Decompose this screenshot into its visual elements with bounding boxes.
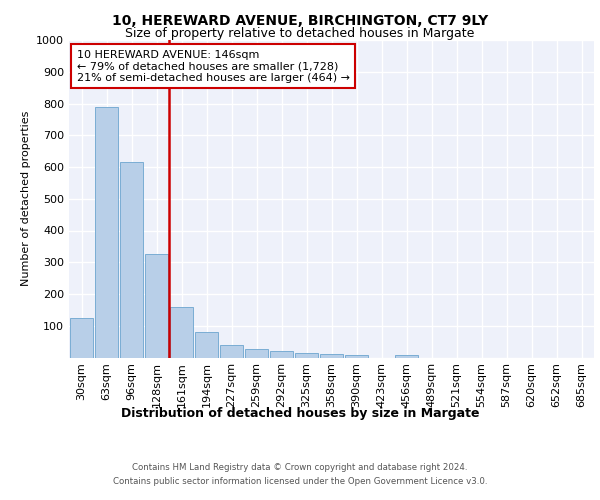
Text: Contains public sector information licensed under the Open Government Licence v3: Contains public sector information licen… <box>113 477 487 486</box>
Bar <box>245 348 268 358</box>
Bar <box>119 162 143 358</box>
Bar <box>70 318 94 358</box>
Text: Size of property relative to detached houses in Margate: Size of property relative to detached ho… <box>125 28 475 40</box>
Bar <box>95 106 118 358</box>
Y-axis label: Number of detached properties: Number of detached properties <box>20 111 31 286</box>
Bar <box>295 352 319 358</box>
Bar <box>269 350 293 358</box>
Text: 10, HEREWARD AVENUE, BIRCHINGTON, CT7 9LY: 10, HEREWARD AVENUE, BIRCHINGTON, CT7 9L… <box>112 14 488 28</box>
Bar <box>395 356 418 358</box>
Bar <box>220 345 244 358</box>
Bar <box>145 254 169 358</box>
Text: Distribution of detached houses by size in Margate: Distribution of detached houses by size … <box>121 408 479 420</box>
Text: 10 HEREWARD AVENUE: 146sqm
← 79% of detached houses are smaller (1,728)
21% of s: 10 HEREWARD AVENUE: 146sqm ← 79% of deta… <box>77 50 350 82</box>
Bar <box>194 332 218 357</box>
Bar <box>170 306 193 358</box>
Bar <box>344 355 368 358</box>
Bar <box>320 354 343 358</box>
Text: Contains HM Land Registry data © Crown copyright and database right 2024.: Contains HM Land Registry data © Crown c… <box>132 464 468 472</box>
